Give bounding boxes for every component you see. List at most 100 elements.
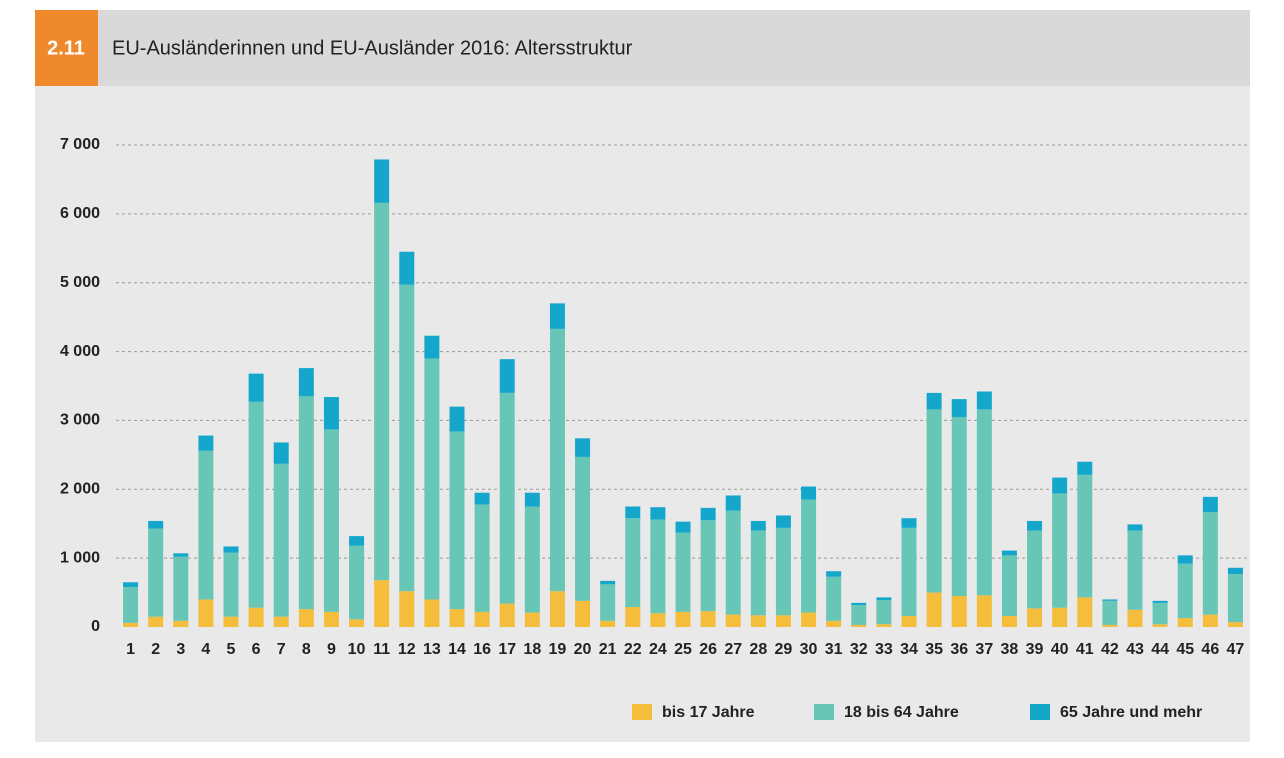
- bar-segment: [901, 527, 917, 616]
- bar-segment: [1052, 493, 1068, 608]
- bar-segment: [1177, 555, 1193, 564]
- x-tick-label: 43: [1126, 641, 1144, 658]
- bar-segment: [323, 397, 339, 430]
- bar-segment: [549, 591, 565, 627]
- header-badge: [35, 10, 98, 86]
- y-tick-label: 7 000: [60, 136, 100, 153]
- bar-segment: [951, 596, 967, 627]
- bar-segment: [374, 159, 390, 203]
- bar-segment: [650, 613, 666, 627]
- bar-segment: [1152, 602, 1168, 625]
- bar-segment: [1227, 622, 1243, 627]
- bar-segment: [901, 615, 917, 627]
- bar-segment: [575, 438, 591, 457]
- bar-segment: [650, 519, 666, 614]
- x-tick-label: 28: [749, 641, 767, 658]
- bar-segment: [1177, 563, 1193, 619]
- bar-segment: [273, 463, 289, 617]
- bar-segment: [349, 536, 365, 546]
- bar-segment: [725, 614, 741, 627]
- bar-segment: [951, 416, 967, 597]
- x-tick-label: 36: [950, 641, 968, 658]
- x-tick-label: 33: [875, 641, 893, 658]
- x-tick-label: 3: [176, 641, 185, 658]
- bar-segment: [750, 520, 766, 531]
- y-tick-label: 4 000: [60, 343, 100, 360]
- bar-segment: [976, 409, 992, 596]
- bar-segment: [123, 582, 139, 588]
- bar-segment: [273, 616, 289, 627]
- bar-segment: [1052, 607, 1068, 627]
- x-tick-label: 14: [448, 641, 466, 658]
- bar-segment: [549, 328, 565, 592]
- legend-label: bis 17 Jahre: [662, 704, 755, 721]
- bar-segment: [926, 392, 942, 410]
- legend-swatch: [1030, 704, 1050, 720]
- bar-segment: [575, 456, 591, 601]
- bar-segment: [148, 528, 164, 617]
- bar-segment: [876, 597, 892, 601]
- bar-segment: [1202, 512, 1218, 615]
- bar-segment: [725, 510, 741, 615]
- bar-segment: [775, 615, 791, 627]
- bar-segment: [1027, 520, 1043, 531]
- bar-segment: [775, 527, 791, 616]
- bar-segment: [1227, 567, 1243, 574]
- bar-segment: [675, 611, 691, 627]
- x-tick-label: 30: [800, 641, 818, 658]
- bar-segment: [675, 532, 691, 612]
- bar-segment: [1177, 618, 1193, 627]
- bar-segment: [1127, 530, 1143, 610]
- bar-segment: [198, 450, 214, 600]
- bar-segment: [1001, 550, 1017, 556]
- bar-segment: [499, 603, 515, 627]
- x-tick-label: 18: [523, 641, 541, 658]
- x-tick-label: 4: [201, 641, 210, 658]
- x-tick-label: 9: [327, 641, 336, 658]
- y-tick-label: 1 000: [60, 549, 100, 566]
- bar-segment: [399, 284, 415, 592]
- bar-segment: [298, 609, 314, 627]
- bar-segment: [298, 396, 314, 610]
- bar-segment: [851, 602, 867, 605]
- x-tick-label: 1: [126, 641, 135, 658]
- x-tick-label: 12: [398, 641, 416, 658]
- bar-segment: [1102, 599, 1118, 601]
- bar-segment: [1027, 530, 1043, 609]
- bar-segment: [625, 506, 641, 519]
- x-tick-label: 11: [373, 641, 390, 658]
- bar-segment: [600, 584, 616, 621]
- x-tick-label: 46: [1201, 641, 1219, 658]
- bar-segment: [198, 599, 214, 627]
- bar-segment: [248, 401, 264, 608]
- x-tick-label: 38: [1001, 641, 1019, 658]
- bar-segment: [223, 546, 239, 553]
- bar-segment: [248, 607, 264, 627]
- bar-segment: [1202, 614, 1218, 627]
- x-tick-label: 21: [599, 641, 617, 658]
- x-tick-label: 44: [1151, 641, 1169, 658]
- x-tick-label: 34: [900, 641, 918, 658]
- bar-segment: [449, 406, 465, 432]
- x-tick-label: 45: [1176, 641, 1194, 658]
- bar-segment: [549, 303, 565, 329]
- bar-segment: [851, 604, 867, 625]
- x-tick-label: 24: [649, 641, 667, 658]
- bar-segment: [374, 580, 390, 627]
- bar-segment: [1027, 608, 1043, 627]
- x-tick-label: 42: [1101, 641, 1119, 658]
- bar-segment: [148, 616, 164, 627]
- legend-swatch: [814, 704, 834, 720]
- bar-segment: [374, 202, 390, 581]
- bar-segment: [223, 616, 239, 627]
- bar-segment: [675, 521, 691, 533]
- bar-segment: [499, 392, 515, 604]
- bar-segment: [826, 620, 842, 627]
- bar-segment: [1102, 624, 1118, 627]
- x-tick-label: 10: [348, 641, 366, 658]
- bar-segment: [123, 622, 139, 627]
- bar-segment: [474, 611, 490, 627]
- x-tick-label: 47: [1227, 641, 1245, 658]
- bar-segment: [123, 587, 139, 623]
- bar-segment: [926, 409, 942, 593]
